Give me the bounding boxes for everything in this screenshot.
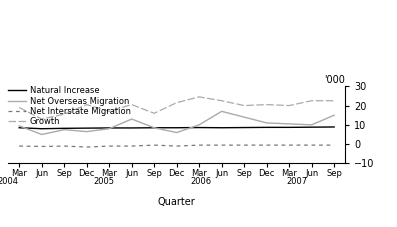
Natural Increase — [152, 126, 156, 129]
Natural Increase — [264, 126, 269, 129]
Net Interstate Migration — [174, 145, 179, 148]
Net Overseas Migration — [197, 123, 202, 126]
Natural Increase — [242, 126, 247, 129]
Net Interstate Migration — [39, 145, 44, 148]
Net Interstate Migration — [107, 145, 112, 148]
Natural Increase — [129, 127, 134, 129]
Growth — [107, 110, 112, 113]
Net Interstate Migration — [332, 144, 337, 146]
Growth — [84, 103, 89, 106]
Natural Increase — [107, 127, 112, 129]
Net Overseas Migration — [174, 131, 179, 134]
Net Interstate Migration — [84, 146, 89, 148]
Text: 2005: 2005 — [94, 177, 115, 186]
Legend: Natural Increase, Net Overseas Migration, Net Interstate Migration, Growth: Natural Increase, Net Overseas Migration… — [8, 86, 131, 126]
Natural Increase — [39, 127, 44, 130]
Net Overseas Migration — [332, 114, 337, 116]
Net Overseas Migration — [264, 121, 269, 124]
Net Interstate Migration — [309, 144, 314, 146]
Natural Increase — [309, 126, 314, 128]
Growth — [197, 96, 202, 98]
Net Interstate Migration — [129, 145, 134, 148]
Line: Growth: Growth — [19, 97, 334, 119]
Text: '000: '000 — [324, 76, 345, 86]
Net Interstate Migration — [62, 145, 67, 148]
Net Overseas Migration — [309, 123, 314, 126]
Line: Net Overseas Migration: Net Overseas Migration — [19, 111, 334, 134]
Growth — [152, 112, 156, 115]
Net Overseas Migration — [129, 118, 134, 120]
Net Interstate Migration — [197, 144, 202, 146]
Net Overseas Migration — [107, 127, 112, 130]
Growth — [242, 104, 247, 107]
Natural Increase — [197, 126, 202, 129]
Net Overseas Migration — [287, 123, 291, 125]
Net Overseas Migration — [17, 124, 21, 127]
Net Interstate Migration — [242, 144, 247, 146]
Growth — [129, 103, 134, 106]
Natural Increase — [17, 126, 21, 129]
Natural Increase — [62, 127, 67, 130]
Net Interstate Migration — [264, 144, 269, 146]
Growth — [39, 118, 44, 120]
Line: Net Interstate Migration: Net Interstate Migration — [19, 145, 334, 147]
Natural Increase — [84, 127, 89, 129]
Net Interstate Migration — [219, 144, 224, 146]
Net Interstate Migration — [152, 144, 156, 146]
Growth — [332, 99, 337, 102]
Natural Increase — [287, 126, 291, 129]
Net Overseas Migration — [39, 133, 44, 136]
X-axis label: Quarter: Quarter — [158, 197, 196, 207]
Growth — [264, 103, 269, 106]
Growth — [287, 104, 291, 107]
Natural Increase — [174, 126, 179, 129]
Net Overseas Migration — [242, 116, 247, 118]
Growth — [17, 106, 21, 109]
Natural Increase — [219, 126, 224, 129]
Text: 2004: 2004 — [0, 177, 18, 186]
Growth — [62, 113, 67, 116]
Growth — [309, 99, 314, 102]
Net Overseas Migration — [62, 128, 67, 131]
Net Overseas Migration — [84, 130, 89, 133]
Growth — [219, 99, 224, 102]
Net Overseas Migration — [219, 110, 224, 113]
Text: 2007: 2007 — [287, 177, 308, 186]
Net Interstate Migration — [17, 145, 21, 148]
Net Interstate Migration — [287, 144, 291, 146]
Text: 2006: 2006 — [190, 177, 211, 186]
Growth — [174, 101, 179, 104]
Line: Natural Increase: Natural Increase — [19, 127, 334, 129]
Natural Increase — [332, 126, 337, 128]
Net Overseas Migration — [152, 126, 156, 129]
